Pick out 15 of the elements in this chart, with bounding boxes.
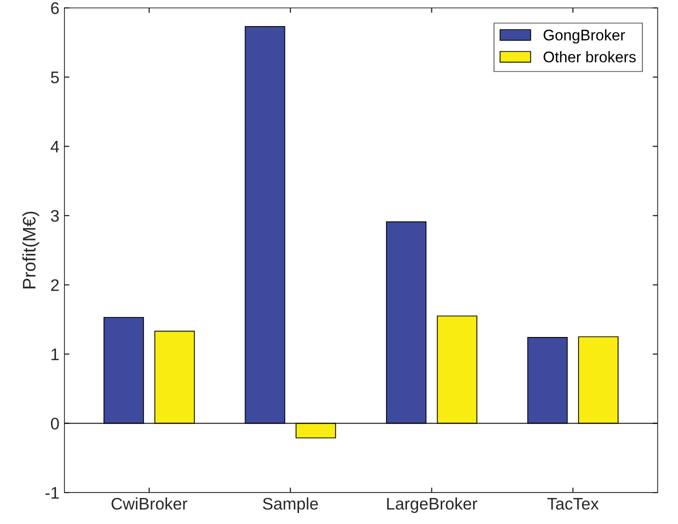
x-tick-label: Sample (262, 497, 318, 513)
y-tick-label: 4 (50, 140, 60, 152)
y-tick-label: 1 (52, 348, 59, 360)
y-tick-label: 5 (50, 72, 59, 84)
y-axis-title: Profit(M€) (22, 212, 40, 288)
y-tick-label: -1 (45, 487, 59, 499)
x-tick-label: CwiBroker (112, 497, 188, 510)
x-tick-label: TacTex (547, 498, 599, 510)
y-tick-label: 2 (51, 279, 59, 291)
legend-label: GongBroker (544, 29, 625, 44)
legend-label: Other brokers (544, 51, 636, 62)
y-tick-label: 0 (50, 418, 59, 430)
y-tick-label: 3 (50, 210, 59, 222)
x-tick-label: LargeBroker (387, 497, 478, 513)
y-tick-label: 6 (51, 2, 59, 14)
